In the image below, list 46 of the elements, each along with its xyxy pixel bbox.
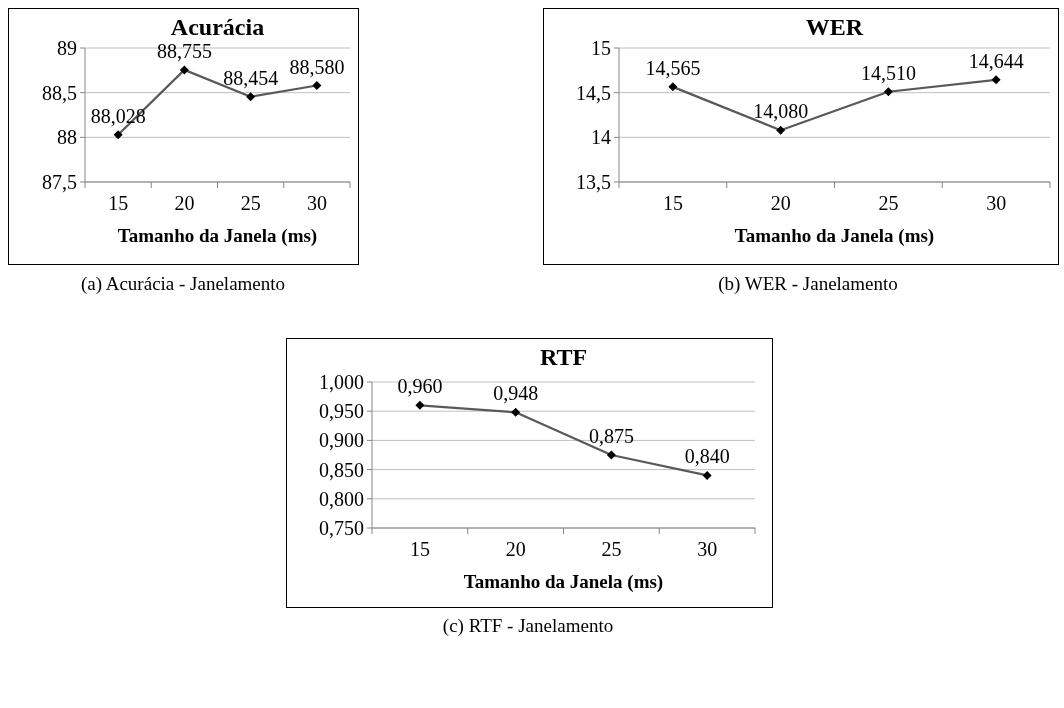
y-tick-label: 88,5 (42, 81, 77, 104)
chart-title: RTF (539, 344, 588, 370)
y-tick-label: 14 (591, 126, 611, 149)
data-label: 14,565 (645, 56, 701, 79)
data-label: 0,960 (397, 375, 443, 398)
x-tick-label: 20 (770, 192, 791, 214)
chart-title: WER (805, 14, 864, 40)
text: (c) RTF - Janelamento (442, 615, 614, 637)
x-tick-label: 30 (697, 538, 718, 560)
y-tick-label: 14,5 (576, 81, 611, 104)
chart-title: Acurácia (170, 14, 265, 40)
x-tick-label: 15 (409, 538, 430, 560)
y-tick-label: 89 (57, 37, 77, 59)
y-tick-label: 15 (591, 37, 611, 59)
y-tick-label: 0,950 (319, 400, 364, 423)
y-tick-label: 0,900 (319, 429, 364, 452)
y-tick-label: 87,5 (42, 171, 77, 193)
data-label: 0,948 (493, 382, 539, 405)
y-tick-label: 13,5 (576, 171, 611, 193)
y-tick-label: 88 (57, 126, 77, 149)
data-label: 14,080 (753, 100, 809, 123)
x-axis-title: Tamanho da Janela (ms) (117, 225, 318, 247)
x-axis-title: Tamanho da Janela (ms) (463, 571, 664, 593)
x-tick-label: 30 (986, 192, 1007, 214)
x-tick-label: 20 (174, 192, 195, 214)
y-tick-label: 0,800 (319, 487, 364, 510)
y-tick-label: 0,750 (319, 517, 364, 539)
x-tick-label: 25 (878, 192, 899, 214)
data-label: 88,580 (289, 55, 345, 78)
x-tick-label: 25 (601, 538, 622, 560)
text: (a) Acurácia - Janelamento (80, 273, 286, 295)
data-label: 0,840 (684, 445, 730, 468)
x-tick-label: 30 (306, 192, 327, 214)
text: (b) WER - Janelamento (718, 273, 898, 295)
x-tick-label: 25 (240, 192, 261, 214)
x-tick-label: 15 (108, 192, 129, 214)
y-tick-label: 1,000 (319, 371, 364, 393)
data-label: 0,875 (588, 425, 634, 447)
x-tick-label: 20 (505, 538, 526, 560)
data-label: 88,454 (223, 66, 279, 89)
y-tick-label: 0,850 (319, 458, 364, 481)
x-axis-title: Tamanho da Janela (ms) (734, 225, 935, 247)
x-tick-label: 15 (662, 192, 683, 214)
data-label: 14,510 (860, 61, 916, 84)
data-label: 14,644 (968, 49, 1024, 72)
data-label: 88,755 (156, 39, 212, 62)
